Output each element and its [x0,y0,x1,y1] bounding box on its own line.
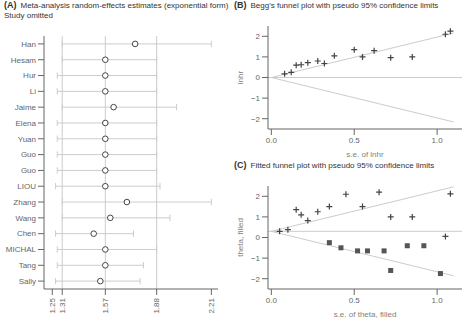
svg-text:1.0: 1.0 [432,136,444,145]
svg-text:Sally: Sally [19,277,36,286]
svg-text:−2: −2 [251,115,261,124]
svg-text:0.5: 0.5 [349,296,361,305]
svg-text:1.0: 1.0 [432,296,444,305]
svg-text:Hesam: Hesam [11,56,37,65]
svg-text:Hur: Hur [23,71,36,80]
svg-text:1.25: 1.25 [48,297,57,313]
svg-text:Wang: Wang [15,214,36,223]
svg-text:MICHAL: MICHAL [8,245,37,254]
svg-text:2.21: 2.21 [207,297,216,313]
svg-text:0: 0 [256,233,261,242]
svg-text:1.31: 1.31 [58,297,67,313]
svg-text:2: 2 [256,192,261,201]
svg-text:LIOU: LIOU [17,182,36,191]
svg-text:Jaime: Jaime [15,103,37,112]
svg-text:Guo: Guo [21,166,37,175]
svg-text:Zhang: Zhang [13,198,36,207]
svg-text:−1: −1 [251,94,261,103]
html-text:(A) Meta-analysis random-effec: (A) Meta-analysis random-effects estimat… [4,0,229,20]
svg-text:Yuan: Yuan [18,135,36,144]
svg-text:s.e. of lnhr: s.e. of lnhr [346,150,384,159]
svg-text:0.5: 0.5 [349,136,361,145]
svg-text:theta, filled: theta, filled [236,218,245,257]
svg-text:Tang: Tang [19,261,36,270]
svg-text:lnhr: lnhr [236,70,245,84]
svg-text:0.0: 0.0 [266,136,278,145]
svg-text:−2: −2 [251,275,261,284]
svg-text:Han: Han [21,40,36,49]
svg-text:1: 1 [256,213,261,222]
html-text:(C) Fitted funnel plot with ps: (C) Fitted funnel plot with pseudo 95% c… [234,160,435,170]
html-text:(B) Begg's funnel plot with ps: (B) Begg's funnel plot with pseudo 95% c… [234,0,439,10]
svg-text:1.57: 1.57 [101,297,110,313]
svg-text:1: 1 [256,53,261,62]
svg-text:1.88: 1.88 [152,297,161,313]
svg-text:0: 0 [256,73,261,82]
svg-text:Guo: Guo [21,150,37,159]
svg-text:Chen: Chen [17,229,36,238]
svg-text:s.e. of theta, filled: s.e. of theta, filled [334,310,397,319]
svg-text:2: 2 [256,32,261,41]
svg-text:−1: −1 [251,254,261,263]
svg-text:Elena: Elena [16,119,37,128]
svg-text:0.0: 0.0 [266,296,278,305]
svg-text:Li: Li [30,87,36,96]
